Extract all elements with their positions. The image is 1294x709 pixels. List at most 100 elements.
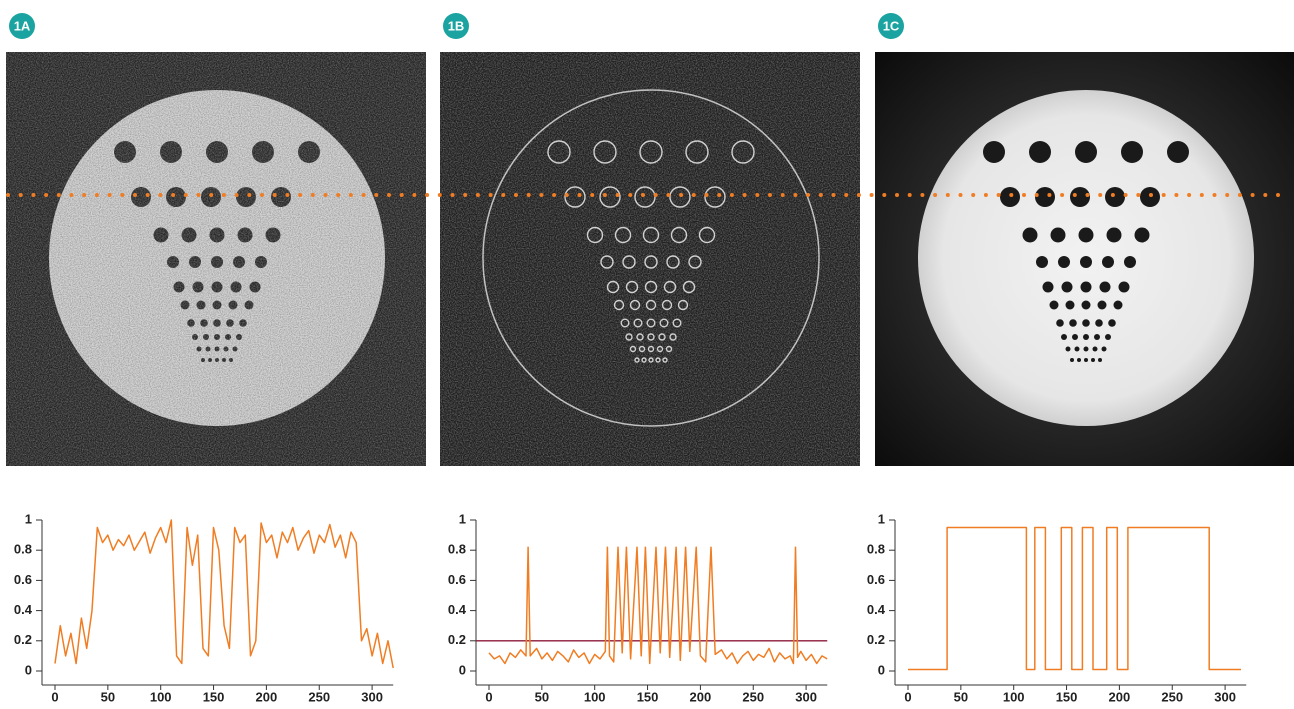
phantom-hole bbox=[1075, 141, 1097, 163]
profile-dot bbox=[285, 193, 289, 197]
profile-dot bbox=[247, 193, 251, 197]
profile-dot bbox=[171, 193, 175, 197]
noise bbox=[440, 52, 860, 466]
phantom-hole bbox=[1102, 347, 1107, 352]
y-tick-label: 0.2 bbox=[14, 632, 32, 647]
profile-dot bbox=[1276, 193, 1280, 197]
phantom-hole bbox=[1098, 358, 1102, 362]
profile-dot bbox=[197, 193, 201, 197]
phantom-hole bbox=[1167, 141, 1189, 163]
profile-dot bbox=[1035, 193, 1039, 197]
profile-dot bbox=[1047, 193, 1051, 197]
x-tick-label: 50 bbox=[535, 689, 549, 704]
profile-dot bbox=[146, 193, 150, 197]
phantom-hole bbox=[1121, 141, 1143, 163]
profile-dot bbox=[514, 193, 518, 197]
phantom-hole bbox=[1043, 282, 1054, 293]
x-tick-label: 250 bbox=[742, 689, 764, 704]
profile-dot bbox=[311, 193, 315, 197]
profile-dot bbox=[565, 193, 569, 197]
phantom-hole bbox=[1084, 347, 1089, 352]
phantom-hole bbox=[1058, 256, 1070, 268]
profile-dot bbox=[1022, 193, 1026, 197]
x-tick-label: 100 bbox=[150, 689, 172, 704]
y-tick-label: 1 bbox=[25, 511, 32, 526]
phantom-hole bbox=[1095, 319, 1103, 327]
profile-dot bbox=[133, 193, 137, 197]
profile-dot bbox=[1200, 193, 1204, 197]
x-tick-label: 50 bbox=[954, 689, 968, 704]
phantom-hole bbox=[1056, 319, 1064, 327]
profile-dot bbox=[819, 193, 823, 197]
phantom-hole bbox=[1070, 187, 1090, 207]
x-tick-label: 300 bbox=[361, 689, 383, 704]
profile-dot bbox=[1086, 193, 1090, 197]
profile-dot bbox=[1073, 193, 1077, 197]
phantom-hole bbox=[1114, 301, 1123, 310]
phantom-hole bbox=[1094, 334, 1100, 340]
profile-dot bbox=[603, 193, 607, 197]
profile-dot bbox=[1225, 193, 1229, 197]
profile-dot bbox=[1251, 193, 1255, 197]
profile-dot bbox=[539, 193, 543, 197]
phantom-hole bbox=[1140, 187, 1160, 207]
phantom-hole bbox=[983, 141, 1005, 163]
profile-dot bbox=[717, 193, 721, 197]
profile-dot bbox=[44, 193, 48, 197]
profile-dot bbox=[1060, 193, 1064, 197]
y-tick-label: 1 bbox=[878, 511, 885, 526]
profile-dot bbox=[1111, 193, 1115, 197]
phantom-hole bbox=[1082, 319, 1090, 327]
profile-dot bbox=[158, 193, 162, 197]
profile-dot bbox=[260, 193, 264, 197]
profile-dot bbox=[1238, 193, 1242, 197]
phantom-hole bbox=[1083, 334, 1089, 340]
panel-label: 1B bbox=[448, 18, 465, 33]
profile-dot bbox=[997, 193, 1001, 197]
panel-label: 1C bbox=[883, 18, 900, 33]
profile-dot bbox=[578, 193, 582, 197]
phantom-hole bbox=[1051, 228, 1066, 243]
profile-dot bbox=[844, 193, 848, 197]
profile-dot bbox=[793, 193, 797, 197]
data-line bbox=[489, 547, 827, 663]
phantom-hole bbox=[1135, 228, 1150, 243]
x-tick-label: 150 bbox=[203, 689, 225, 704]
x-tick-label: 0 bbox=[904, 689, 911, 704]
phantom-hole bbox=[1119, 282, 1130, 293]
y-tick-label: 0.2 bbox=[867, 632, 885, 647]
profile-dot bbox=[1187, 193, 1191, 197]
y-tick-label: 0 bbox=[878, 662, 885, 677]
profile-dot bbox=[1174, 193, 1178, 197]
data-line bbox=[55, 520, 393, 668]
profile-dot bbox=[273, 193, 277, 197]
profile-dot bbox=[463, 193, 467, 197]
profile-dot bbox=[31, 193, 35, 197]
profile-dot bbox=[1136, 193, 1140, 197]
phantom-image bbox=[6, 52, 426, 466]
profile-dot bbox=[400, 193, 404, 197]
profile-dot bbox=[1162, 193, 1166, 197]
profile-dot bbox=[362, 193, 366, 197]
y-tick-label: 0.6 bbox=[14, 572, 32, 587]
profile-dot bbox=[730, 193, 734, 197]
x-tick-label: 250 bbox=[308, 689, 330, 704]
data-line bbox=[908, 528, 1241, 670]
phantom-hole bbox=[1062, 282, 1073, 293]
x-tick-label: 200 bbox=[256, 689, 278, 704]
x-tick-label: 150 bbox=[637, 689, 659, 704]
phantom-hole bbox=[1000, 187, 1020, 207]
profile-dot bbox=[374, 193, 378, 197]
profile-dot bbox=[920, 193, 924, 197]
profile-dot bbox=[527, 193, 531, 197]
profile-dot bbox=[349, 193, 353, 197]
phantom-hole bbox=[1093, 347, 1098, 352]
profile-dot bbox=[6, 193, 10, 197]
x-tick-label: 300 bbox=[795, 689, 817, 704]
phantom-hole bbox=[1061, 334, 1067, 340]
profile-dot bbox=[984, 193, 988, 197]
x-tick-label: 0 bbox=[51, 689, 58, 704]
profile-dot bbox=[476, 193, 480, 197]
profile-dot bbox=[387, 193, 391, 197]
profile-dot bbox=[1009, 193, 1013, 197]
